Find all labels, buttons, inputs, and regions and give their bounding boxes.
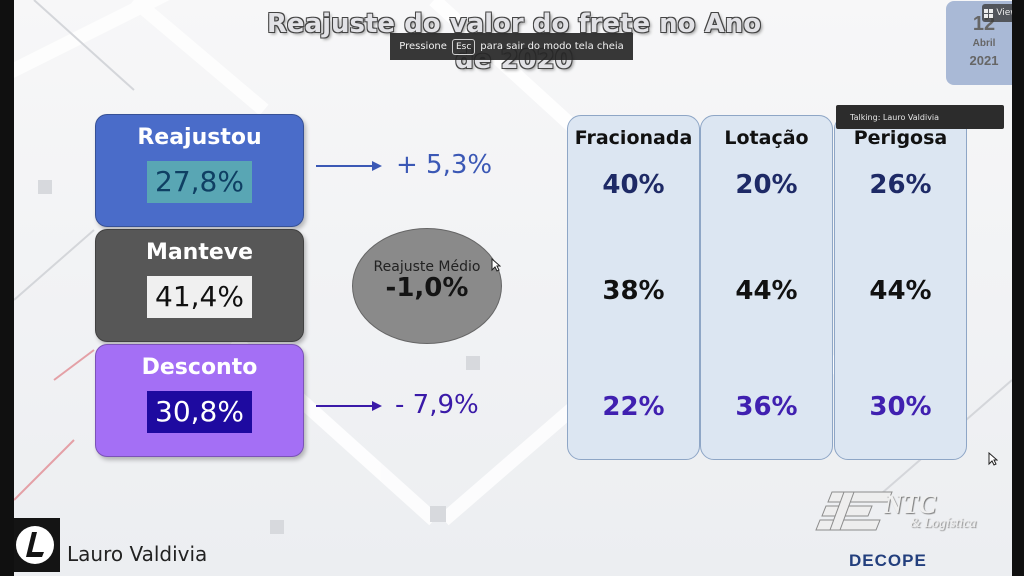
column-lotacao: Lotação 20% 44% 36% xyxy=(700,115,833,460)
column-perigosa: Perigosa 26% 44% 30% xyxy=(834,115,967,460)
average-ellipse: Reajuste Médio -1,0% xyxy=(352,228,502,344)
ntc-logo-mark xyxy=(815,491,893,531)
category-manteve: Manteve 41,4% xyxy=(95,229,304,342)
right-arrow-icon xyxy=(316,401,382,411)
presenter-logo-mark xyxy=(16,526,54,564)
average-value: -1,0% xyxy=(385,273,469,303)
column-value: 44% xyxy=(869,276,932,306)
left-bezel xyxy=(0,0,14,576)
ntc-logo: NTC & Logística xyxy=(814,488,984,544)
column-value: 26% xyxy=(869,170,932,200)
column-value: 30% xyxy=(869,392,932,422)
column-value: 22% xyxy=(602,392,665,422)
column-header: Lotação xyxy=(724,127,809,149)
department-label: DECOPE xyxy=(849,551,927,570)
column-value: 40% xyxy=(602,170,665,200)
column-value: 20% xyxy=(735,170,798,200)
category-reajustou: Reajustou 27,8% xyxy=(95,114,304,227)
right-arrow-icon xyxy=(316,161,382,171)
date-month: Abril xyxy=(972,38,996,49)
average-label: Reajuste Médio xyxy=(373,259,481,275)
category-value: 30,8% xyxy=(147,391,252,433)
presentation-slide: Reajuste do valor do frete no Ano de 202… xyxy=(14,0,1012,576)
view-button-label: View xyxy=(996,8,1012,18)
fullscreen-notice-prefix: Pressione xyxy=(399,41,447,52)
category-label: Desconto xyxy=(141,355,258,380)
delta-decrease: - 7,9% xyxy=(395,390,479,420)
presenter-name: Lauro Valdivia xyxy=(67,542,208,566)
category-label: Reajustou xyxy=(137,125,262,150)
column-value: 36% xyxy=(735,392,798,422)
fullscreen-notice: Pressione Esc para sair do modo tela che… xyxy=(390,33,633,60)
column-value: 38% xyxy=(602,276,665,306)
talking-indicator: Talking: Lauro Valdivia xyxy=(836,105,1004,129)
column-fracionada: Fracionada 40% 38% 22% xyxy=(567,115,700,460)
ntc-logo-text: NTC xyxy=(884,490,936,519)
presenter-logo xyxy=(14,518,60,572)
delta-increase: + 5,3% xyxy=(396,150,493,180)
mouse-pointer-icon xyxy=(491,258,501,272)
column-header: Fracionada xyxy=(574,127,693,149)
column-value: 44% xyxy=(735,276,798,306)
column-header: Perigosa xyxy=(853,127,948,149)
date-year: 2021 xyxy=(969,53,999,68)
mouse-pointer-icon xyxy=(988,452,998,466)
right-bezel xyxy=(1012,0,1024,576)
category-label: Manteve xyxy=(145,240,254,265)
category-desconto: Desconto 30,8% xyxy=(95,344,304,457)
grid-icon xyxy=(984,8,994,18)
esc-key: Esc xyxy=(451,38,476,55)
category-value: 41,4% xyxy=(147,276,252,318)
fullscreen-notice-suffix: para sair do modo tela cheia xyxy=(480,41,624,52)
ntc-logo-subtext: & Logística xyxy=(910,516,977,531)
view-button[interactable]: View xyxy=(982,4,1012,22)
category-value: 27,8% xyxy=(147,161,252,203)
